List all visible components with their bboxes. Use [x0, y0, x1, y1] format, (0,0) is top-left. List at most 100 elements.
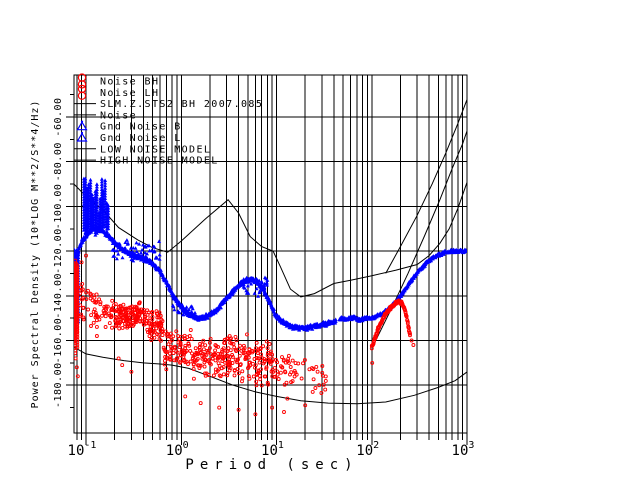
data-point	[433, 255, 438, 260]
data-point	[286, 357, 291, 362]
data-point	[166, 342, 171, 347]
data-point	[188, 359, 193, 364]
data-point	[123, 240, 128, 244]
data-point	[310, 327, 315, 331]
data-point	[143, 254, 148, 259]
data-point	[92, 295, 97, 300]
data-point	[121, 302, 126, 307]
data-point	[75, 324, 80, 329]
data-point	[296, 361, 301, 366]
data-point	[118, 304, 123, 309]
data-point	[164, 332, 169, 337]
data-point	[94, 182, 99, 186]
data-point	[150, 310, 155, 315]
data-point	[241, 282, 246, 287]
data-point	[276, 377, 281, 381]
data-point	[302, 358, 307, 362]
data-point	[263, 374, 268, 379]
data-point	[103, 314, 108, 319]
data-point	[94, 334, 99, 338]
legend-marker-dot	[80, 120, 84, 123]
data-point	[265, 346, 270, 351]
data-point	[104, 229, 109, 234]
data-point	[94, 187, 99, 191]
data-point	[214, 370, 218, 375]
data-point	[128, 254, 133, 258]
data-point	[128, 320, 133, 324]
data-point	[256, 356, 261, 361]
data-point	[143, 250, 147, 255]
data-point	[137, 242, 142, 246]
data-point	[202, 364, 207, 369]
data-point	[172, 307, 177, 312]
data-point	[147, 334, 152, 339]
data-point	[160, 333, 165, 338]
data-point	[256, 347, 261, 352]
data-point	[165, 280, 170, 285]
data-point	[127, 250, 132, 254]
data-point	[320, 373, 325, 378]
data-point	[255, 351, 260, 355]
legend-row: LOW NOISE MODEL	[74, 144, 210, 155]
data-point	[307, 367, 312, 372]
data-point	[187, 334, 192, 338]
data-point	[106, 205, 111, 210]
data-point	[94, 292, 99, 297]
data-point	[75, 273, 80, 278]
data-point	[88, 188, 93, 192]
data-point	[153, 263, 158, 267]
data-point	[245, 283, 250, 288]
data-point	[232, 345, 237, 350]
data-point	[228, 348, 233, 353]
data-point	[283, 370, 288, 375]
data-point	[145, 312, 150, 317]
data-point	[257, 373, 262, 378]
data-point	[323, 387, 328, 392]
data-point	[79, 288, 84, 293]
data-point	[134, 240, 139, 245]
data-point	[94, 184, 99, 189]
data-point	[103, 180, 108, 185]
data-point	[418, 267, 423, 271]
data-point	[272, 374, 277, 379]
data-point	[140, 247, 145, 252]
data-point	[88, 177, 93, 182]
data-point	[176, 309, 181, 314]
data-point	[464, 249, 467, 253]
data-point	[253, 365, 257, 370]
data-point	[254, 379, 259, 384]
data-point	[121, 319, 126, 323]
data-point	[240, 369, 245, 374]
data-point	[225, 349, 230, 354]
data-point	[174, 356, 179, 361]
data-point	[151, 261, 156, 265]
data-point	[159, 322, 164, 327]
data-point	[213, 358, 218, 363]
data-point	[216, 367, 221, 372]
data-point	[275, 369, 280, 374]
data-point	[194, 314, 199, 319]
data-point	[131, 258, 136, 263]
legend-row: SLM.Z.STS2 BH 2007.085	[74, 99, 262, 110]
data-point	[84, 290, 89, 295]
data-point	[129, 369, 134, 374]
data-point	[234, 349, 239, 353]
data-point	[333, 320, 338, 325]
data-point	[80, 281, 85, 286]
data-point	[256, 294, 261, 298]
data-point	[152, 321, 157, 326]
data-point	[74, 356, 78, 361]
data-point	[220, 349, 224, 354]
data-point	[164, 367, 169, 372]
data-point	[97, 297, 102, 302]
data-point	[75, 299, 80, 304]
data-point	[133, 310, 138, 315]
data-point	[216, 361, 221, 366]
data-point	[242, 286, 247, 290]
data-point	[131, 256, 136, 260]
data-point	[262, 358, 267, 363]
data-point	[76, 257, 81, 262]
data-point	[76, 255, 81, 259]
data-point	[205, 348, 210, 353]
data-point	[132, 316, 137, 321]
